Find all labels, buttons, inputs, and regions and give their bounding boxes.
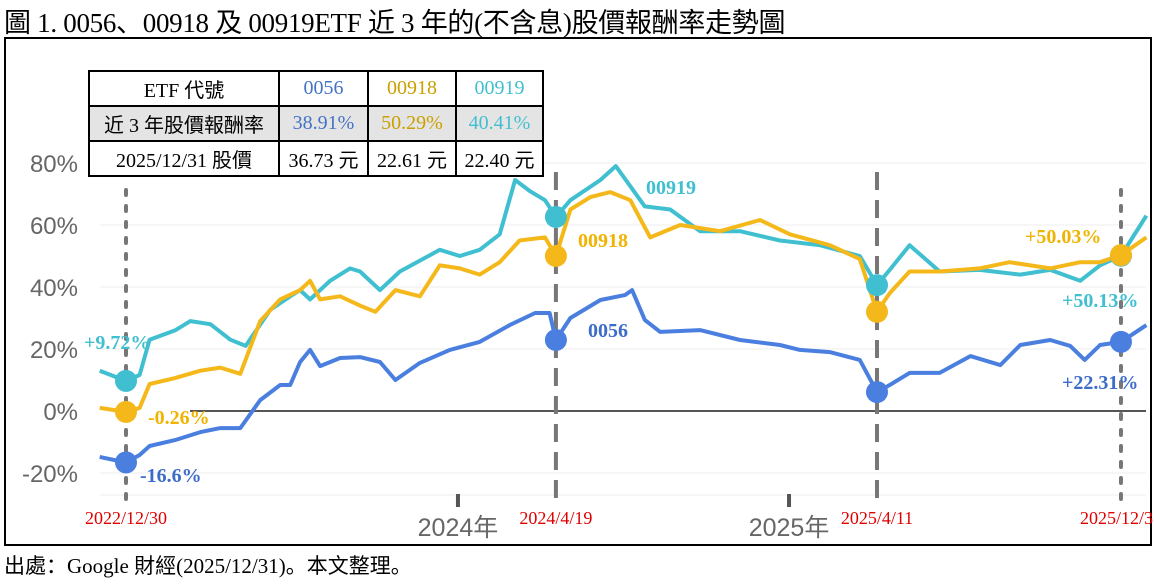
series-line-00918 [99, 190, 1148, 414]
date-marker-label: 2024/4/19 [519, 508, 592, 528]
year-tick-label: 2025年 [749, 514, 830, 542]
data-point-00918 [544, 245, 567, 267]
y-tick-label: -20% [22, 461, 78, 488]
date-marker-label: 2025/4/11 [841, 508, 913, 528]
data-point-00919 [115, 369, 137, 392]
data-point-00919 [544, 205, 567, 228]
y-tick-label: 20% [30, 337, 78, 364]
annotation-00919: +50.13% [1062, 290, 1138, 312]
cell-0056-price: 36.73 元 [278, 140, 369, 177]
chart-frame [4, 37, 1152, 546]
cell-00918-return: 50.29% [367, 105, 457, 142]
annotation-0056: 0056 [588, 320, 628, 342]
annotation-0056: -16.6% [140, 465, 202, 487]
y-tick-label: 60% [30, 213, 78, 240]
annotation-00918: -0.26% [148, 407, 210, 429]
figure-title: 圖 1. 0056、00918 及 00919ETF 近 3 年的(不含息)股價… [4, 8, 786, 38]
data-point-00918 [865, 300, 888, 323]
header-00918: 00918 [367, 70, 457, 107]
source-note: 出處：Google 財經(2025/12/31)。本文整理。 [4, 554, 412, 578]
annotation-00919: 00919 [646, 177, 696, 199]
data-point-00918 [1109, 244, 1132, 267]
data-point-0056 [544, 329, 567, 352]
series-line-0056 [99, 288, 1148, 465]
table-row-price: 2025/12/31 股價 36.73 元 22.61 元 22.40 元 [88, 140, 544, 177]
annotation-00919: +9.72% [84, 332, 150, 354]
annotation-00918: +50.03% [1025, 226, 1101, 248]
data-point-0056 [1109, 330, 1132, 353]
annotation-00918: 00918 [578, 230, 628, 252]
data-point-0056 [115, 451, 137, 474]
data-point-0056 [865, 381, 888, 404]
y-tick-label: 0% [43, 399, 78, 426]
cell-00918-price: 22.61 元 [367, 140, 457, 177]
y-tick-label: 40% [30, 275, 78, 302]
summary-table: ETF 代號 0056 00918 00919 近 3 年股價報酬率 38.91… [88, 70, 544, 177]
header-0056: 0056 [278, 70, 369, 107]
series-line-00919 [98, 164, 1149, 383]
annotation-0056: +22.31% [1062, 372, 1138, 394]
row-label: 2025/12/31 股價 [88, 140, 280, 177]
cell-00919-price: 22.40 元 [455, 140, 544, 177]
cell-00919-return: 40.41% [455, 105, 544, 142]
header-00919: 00919 [455, 70, 544, 107]
year-tick-label: 2024年 [418, 514, 499, 542]
row-label: 近 3 年股價報酬率 [88, 105, 280, 142]
header-etf-code: ETF 代號 [88, 70, 280, 107]
date-marker-label: 2022/12/30 [85, 508, 167, 528]
y-tick-label: 80% [30, 151, 78, 178]
date-marker-label: 2025/12/31 [1080, 508, 1154, 528]
data-point-00918 [115, 400, 137, 423]
table-row-return: 近 3 年股價報酬率 38.91% 50.29% 40.41% [88, 105, 544, 142]
table-header-row: ETF 代號 0056 00918 00919 [88, 70, 544, 107]
data-point-00919 [865, 274, 888, 297]
cell-0056-return: 38.91% [278, 105, 369, 142]
